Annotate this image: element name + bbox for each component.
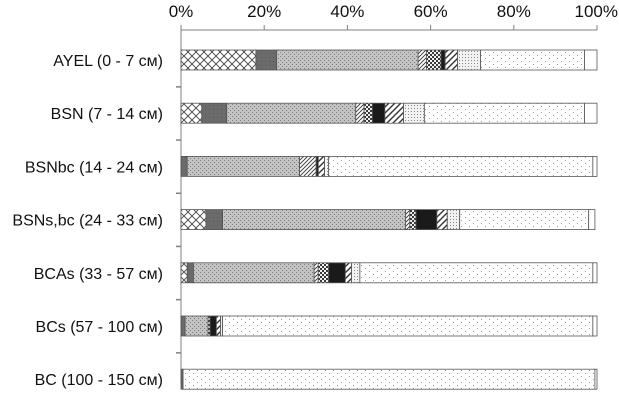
bar-segment-diagonal-wide [384,102,404,124]
bar-segment-white [584,102,598,124]
bar-segment-gray-dotted [184,315,209,337]
bar-segment-white [584,49,598,71]
bar-segment-gray-dotted [222,209,407,231]
x-tick-label: 20% [247,2,281,21]
bar-segment-gray-dotted [193,262,315,284]
bar-segment-sparse-dotted [480,49,585,71]
bar-segment-white-dotted [457,49,481,71]
bar-segment-diagonal-wide [444,49,459,71]
bar-segment-black [371,102,386,124]
bar-segment-dark-gray [205,209,224,231]
bar-segment-black [415,209,438,231]
bar-segment-dark-gray [186,262,194,284]
bar-segment-diagonal-dense [355,102,365,124]
bars [180,49,598,390]
x-axis: 0% 20% 40% 60% 80% 100% [169,2,618,384]
x-tick-label: 80% [497,2,531,21]
bar-segment-diagonal-dense [417,49,427,71]
bar-segment-sparse-dotted [459,209,590,231]
bar-segment-dark-check [426,49,442,71]
bar-segment-sparse-dotted [328,155,594,177]
x-tick-label: 40% [330,2,364,21]
bar-segment-diagonal-wide [344,262,352,284]
bar-segment-crosshatch [180,102,203,124]
bar-segment-diagonal-dense [405,209,411,231]
category-label: BSNbc (14 - 24 см) [25,159,163,176]
x-tick-label: 0% [169,2,194,21]
bar-segment-gray-dotted [276,49,419,71]
bar-segment-white [592,262,598,284]
bar-segment-crosshatch [180,49,257,71]
category-label: BCs (57 - 100 см) [36,319,163,336]
bar-segment-white-dotted [403,102,425,124]
bar-segment-black [440,49,446,71]
bar-segment-sparse-dotted [222,315,594,337]
bar-segment-sparse-dotted [359,262,594,284]
bar-segment-dark-gray [180,315,186,337]
bar-segment-diagonal-dense [299,155,317,177]
category-label: BSN (7 - 14 см) [51,106,163,123]
bar-segment-white [594,368,598,390]
bar-segment-dark-gray [255,49,278,71]
bar-segment-sparse-dotted [182,368,596,390]
bar-segment-diagonal-wide [317,155,325,177]
bar-segment-crosshatch [180,209,207,231]
bar-segment-dark-gray [201,102,228,124]
bar-segment-white-dotted [351,262,361,284]
bar-segment-diagonal-wide [215,315,221,337]
bar-segment-white-dotted [324,155,330,177]
bar-segment-dark-check [363,102,373,124]
x-tick-label: 100% [575,2,618,21]
bar-segment-dark-check [317,262,330,284]
category-label: BCAs (33 - 57 см) [34,266,163,283]
bar-segment-diagonal-wide [436,209,448,231]
bar-segment-diagonal-dense [313,262,319,284]
bar-segment-white-dotted [446,209,461,231]
bar-segment-black [328,262,346,284]
bar-segment-crosshatch [180,262,188,284]
x-tick-label: 60% [414,2,448,21]
bar-segment-black [209,315,217,337]
bar-segment-gray-dotted [186,155,300,177]
bar-segment-white [592,155,598,177]
category-label: AYEL (0 - 7 см) [53,53,163,70]
bar-segment-white [588,209,596,231]
bar-segment-white [592,315,598,337]
category-label: BSNs,bc (24 - 33 см) [12,213,163,230]
category-labels: AYEL (0 - 7 см) BSN (7 - 14 см) BSNbc (14 … [12,53,163,389]
bar-segment-dark-gray [180,155,188,177]
category-label: BC (100 - 150 см) [35,372,163,389]
bar-segment-gray-dotted [226,102,357,124]
bar-segment-sparse-dotted [423,102,585,124]
bar-segment-dark-check [409,209,417,231]
